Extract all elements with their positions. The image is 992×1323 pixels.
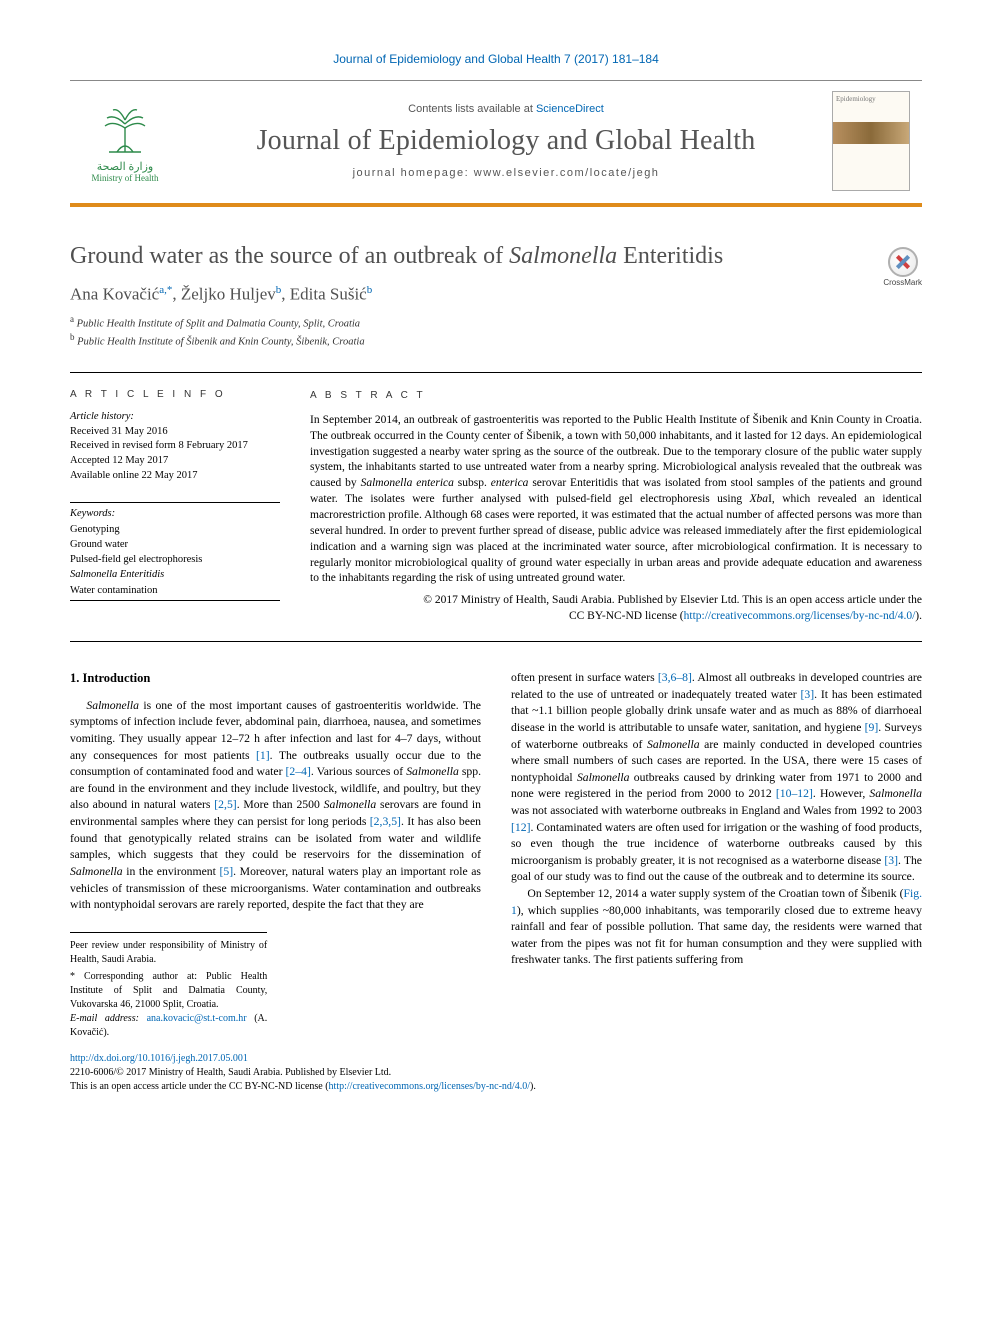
copyright-l2-prefix: CC BY-NC-ND license ( bbox=[569, 610, 684, 622]
info-abstract-row: A R T I C L E I N F O Article history: R… bbox=[70, 389, 922, 625]
crossmark-badge[interactable]: CrossMark bbox=[883, 247, 922, 287]
kw-rule-bottom bbox=[70, 600, 280, 601]
sciencedirect-link[interactable]: ScienceDirect bbox=[536, 103, 604, 115]
fn-email-label: E-mail address: bbox=[70, 1013, 147, 1024]
affiliation-b: b Public Health Institute of Šibenik and… bbox=[70, 331, 922, 350]
footer-l2: 2210-6006/© 2017 Ministry of Health, Sau… bbox=[70, 1067, 391, 1078]
cover-body bbox=[833, 144, 909, 150]
copyright-l2-suffix: ). bbox=[915, 610, 922, 622]
affiliation-a: a Public Health Institute of Split and D… bbox=[70, 313, 922, 332]
history-2: Accepted 12 May 2017 bbox=[70, 454, 280, 469]
kw-0: Genotyping bbox=[70, 522, 280, 537]
journal-banner: وزارة الصحة Ministry of Health Contents … bbox=[70, 80, 922, 207]
contents-line: Contents lists available at ScienceDirec… bbox=[180, 103, 832, 115]
keywords-label: Keywords: bbox=[70, 506, 280, 521]
kw-3: Salmonella Enteritidis bbox=[70, 567, 280, 582]
page-footer: http://dx.doi.org/10.1016/j.jegh.2017.05… bbox=[70, 1052, 922, 1094]
homepage-prefix: journal homepage: bbox=[353, 167, 474, 179]
section-heading-1: 1. Introduction bbox=[70, 670, 481, 688]
homepage-line: journal homepage: www.elsevier.com/locat… bbox=[180, 167, 832, 179]
copyright-l1: © 2017 Ministry of Health, Saudi Arabia.… bbox=[423, 594, 922, 606]
aff-a-sup: a bbox=[70, 314, 74, 324]
title-plain: Ground water as the source of an outbrea… bbox=[70, 243, 509, 269]
rule-top bbox=[70, 372, 922, 373]
copyright: © 2017 Ministry of Health, Saudi Arabia.… bbox=[310, 593, 922, 625]
author-1: Ana Kovačić bbox=[70, 285, 159, 304]
article-history: Article history: Received 31 May 2016 Re… bbox=[70, 410, 280, 483]
author-2-sup: b bbox=[276, 284, 282, 296]
abstract-section-label: A B S T R A C T bbox=[310, 389, 922, 403]
journal-name: Journal of Epidemiology and Global Healt… bbox=[180, 125, 832, 157]
crossmark-label: CrossMark bbox=[883, 278, 922, 287]
history-label: Article history: bbox=[70, 410, 280, 425]
abstract-text: In September 2014, an outbreak of gastro… bbox=[310, 413, 922, 587]
cover-band bbox=[833, 122, 909, 144]
page: Journal of Epidemiology and Global Healt… bbox=[0, 0, 992, 1134]
author-1-sup: a,* bbox=[159, 284, 172, 296]
kw-4: Water contamination bbox=[70, 583, 280, 598]
kw-1: Ground water bbox=[70, 537, 280, 552]
history-0: Received 31 May 2016 bbox=[70, 425, 280, 440]
footer-cc-link[interactable]: http://creativecommons.org/licenses/by-n… bbox=[329, 1081, 530, 1092]
affiliations: a Public Health Institute of Split and D… bbox=[70, 313, 922, 350]
para-1: Salmonella is one of the most important … bbox=[70, 698, 481, 914]
title-italic: Salmonella bbox=[509, 243, 617, 269]
keywords: Keywords: Genotyping Ground water Pulsed… bbox=[70, 506, 280, 598]
fn-corresponding: * Corresponding author at: Public Health… bbox=[70, 970, 267, 1012]
publisher-logo-ar: وزارة الصحة bbox=[70, 160, 180, 173]
banner-right: Epidemiology bbox=[832, 91, 922, 191]
crossmark-icon bbox=[888, 247, 918, 277]
author-2: Željko Huljev bbox=[181, 285, 276, 304]
history-3: Available online 22 May 2017 bbox=[70, 469, 280, 484]
kw-rule-top bbox=[70, 502, 280, 503]
author-3: Edita Sušić bbox=[290, 285, 367, 304]
homepage-url: www.elsevier.com/locate/jegh bbox=[474, 167, 660, 179]
title-tail: Enteritidis bbox=[617, 243, 723, 269]
aff-a-text: Public Health Institute of Split and Dal… bbox=[77, 318, 360, 329]
rule-bottom bbox=[70, 641, 922, 642]
fn-corr-label: * Corresponding author at: bbox=[70, 971, 206, 982]
journal-cover-thumb: Epidemiology bbox=[832, 91, 910, 191]
body-text: 1. Introduction Salmonella is one of the… bbox=[70, 670, 922, 1040]
info-section-label: A R T I C L E I N F O bbox=[70, 389, 280, 400]
cover-title: Epidemiology bbox=[833, 92, 909, 122]
author-3-sup: b bbox=[367, 284, 373, 296]
footer-l3-prefix: This is an open access article under the… bbox=[70, 1081, 329, 1092]
kw-3-text: Salmonella Enteritidis bbox=[70, 569, 164, 580]
top-citation: Journal of Epidemiology and Global Healt… bbox=[70, 52, 922, 66]
para-3: On September 12, 2014 a water supply sys… bbox=[511, 886, 922, 969]
article-header: CrossMark Ground water as the source of … bbox=[70, 243, 922, 350]
article-info: A R T I C L E I N F O Article history: R… bbox=[70, 389, 280, 625]
banner-center: Contents lists available at ScienceDirec… bbox=[180, 103, 832, 179]
article-title: Ground water as the source of an outbrea… bbox=[70, 243, 922, 270]
history-1: Received in revised form 8 February 2017 bbox=[70, 439, 280, 454]
palm-logo-icon bbox=[95, 100, 155, 156]
abstract: A B S T R A C T In September 2014, an ou… bbox=[310, 389, 922, 625]
aff-b-text: Public Health Institute of Šibenik and K… bbox=[77, 337, 364, 348]
publisher-logo-en: Ministry of Health bbox=[70, 173, 180, 183]
fn-email: E-mail address: ana.kovacic@st.t-com.hr … bbox=[70, 1012, 267, 1040]
cc-license-link[interactable]: http://creativecommons.org/licenses/by-n… bbox=[684, 610, 916, 622]
authors: Ana Kovačića,*, Željko Huljevb, Edita Su… bbox=[70, 284, 922, 305]
footnotes: Peer review under responsibility of Mini… bbox=[70, 932, 267, 1040]
para-2: often present in surface waters [3,6–8].… bbox=[511, 670, 922, 886]
footer-l3-suffix: ). bbox=[530, 1081, 536, 1092]
doi-link[interactable]: http://dx.doi.org/10.1016/j.jegh.2017.05… bbox=[70, 1053, 248, 1064]
fn-email-link[interactable]: ana.kovacic@st.t-com.hr bbox=[147, 1013, 247, 1024]
publisher-logo: وزارة الصحة Ministry of Health bbox=[70, 100, 180, 183]
contents-prefix: Contents lists available at bbox=[408, 103, 536, 115]
aff-b-sup: b bbox=[70, 332, 75, 342]
fn-peer: Peer review under responsibility of Mini… bbox=[70, 939, 267, 967]
kw-2: Pulsed-field gel electrophoresis bbox=[70, 552, 280, 567]
